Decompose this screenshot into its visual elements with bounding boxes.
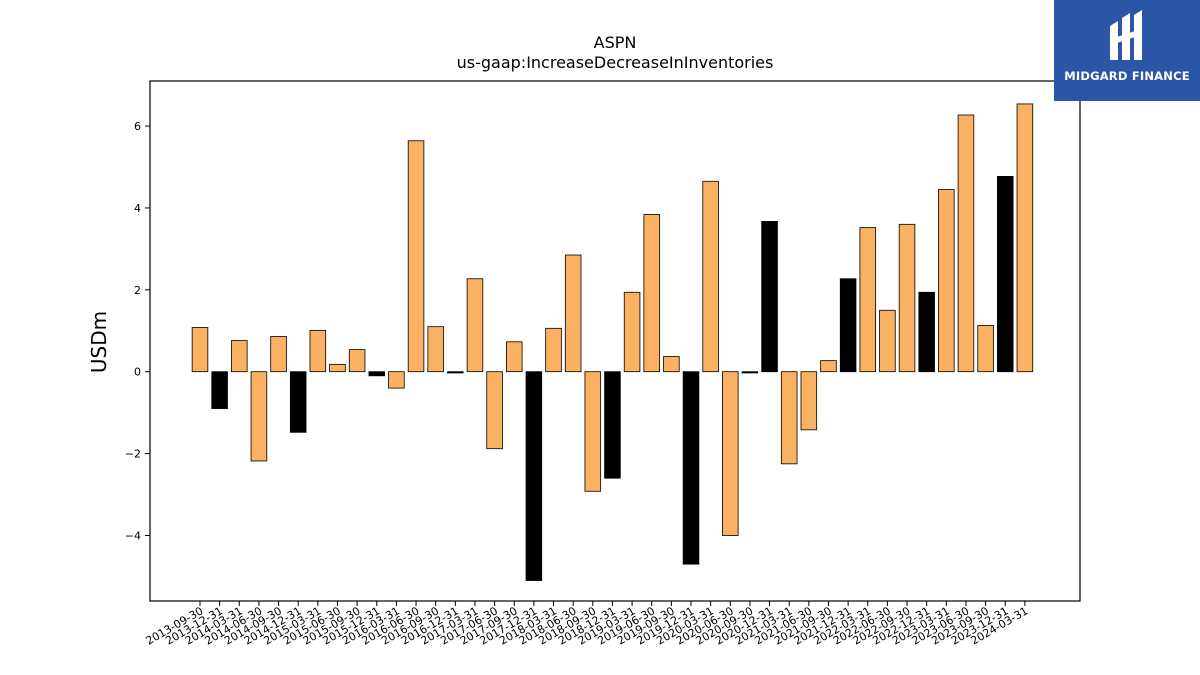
- brand-logo: MIDGARD FINANCE: [1054, 0, 1200, 101]
- bar-2020-06-30: [722, 371, 739, 536]
- y-tick-label: 4: [134, 202, 141, 215]
- bar-2016-06-30: [407, 140, 425, 373]
- x-axis: 2013-09-302013-12-312014-03-312014-06-30…: [144, 601, 1030, 648]
- bar-2019-03-31: [623, 291, 641, 373]
- bar-2014-12-31: [289, 371, 307, 433]
- bar-2016-12-31: [447, 371, 464, 374]
- y-tick-label: −2: [125, 448, 141, 461]
- bar-2015-06-30: [329, 363, 346, 373]
- bar-2018-09-30: [584, 371, 602, 492]
- bar-2017-03-31: [466, 278, 484, 373]
- bar-2019-09-30: [663, 356, 680, 373]
- bar-series: [191, 103, 1034, 581]
- chart-subtitle: us-gaap:IncreaseDecreaseInInventories: [457, 53, 774, 72]
- bar-2019-06-30: [643, 214, 660, 373]
- bar-2015-03-31: [309, 329, 327, 373]
- y-tick-label: 6: [134, 120, 141, 133]
- y-axis: −4 −2 0 2 4 6: [125, 120, 150, 542]
- bar-2021-03-31: [780, 371, 798, 465]
- bar-2021-06-30: [800, 371, 818, 431]
- bar-2017-12-31: [525, 371, 543, 581]
- y-tick-label: 2: [134, 284, 141, 297]
- bar-2019-12-31: [682, 371, 700, 565]
- bar-2018-06-30: [564, 254, 582, 373]
- bar-2016-09-30: [427, 326, 444, 373]
- bar-2022-09-30: [898, 223, 916, 373]
- brand-name: MIDGARD FINANCE: [1064, 69, 1190, 83]
- bar-2018-03-31: [545, 327, 562, 373]
- bar-2020-09-30: [741, 371, 759, 374]
- bar-2016-03-31: [388, 371, 405, 389]
- bar-2023-06-30: [957, 114, 975, 373]
- bar-2013-12-31: [211, 371, 228, 409]
- bar-2015-09-30: [348, 349, 366, 373]
- chart-title: ASPN: [594, 33, 637, 52]
- bar-2014-09-30: [270, 336, 287, 373]
- bar-2022-12-31: [918, 291, 935, 373]
- bar-2023-12-31: [996, 175, 1014, 373]
- bar-2022-06-30: [879, 309, 896, 373]
- plot-frame: [149, 80, 1081, 602]
- midgard-logo-icon: [1110, 10, 1142, 60]
- bar-2017-09-30: [505, 341, 523, 373]
- bar-2021-09-30: [820, 360, 837, 373]
- y-tick-label: 0: [134, 366, 141, 379]
- bar-2018-12-31: [604, 371, 621, 479]
- bar-2020-03-31: [702, 180, 719, 373]
- bar-2022-03-31: [859, 227, 877, 373]
- bar-2023-03-31: [938, 189, 955, 373]
- bar-2024-03-31: [1016, 103, 1034, 373]
- bar-2015-12-31: [368, 371, 386, 377]
- bar-2021-12-31: [839, 278, 857, 373]
- bar-2017-06-30: [486, 371, 503, 450]
- bar-2013-09-30: [191, 327, 209, 373]
- bar-2023-09-30: [977, 325, 994, 373]
- y-tick-label: −4: [125, 529, 141, 542]
- bar-2020-12-31: [761, 221, 778, 373]
- y-axis-label: USDm: [87, 311, 111, 373]
- bar-2014-03-31: [231, 340, 248, 373]
- bar-2014-06-30: [250, 371, 268, 462]
